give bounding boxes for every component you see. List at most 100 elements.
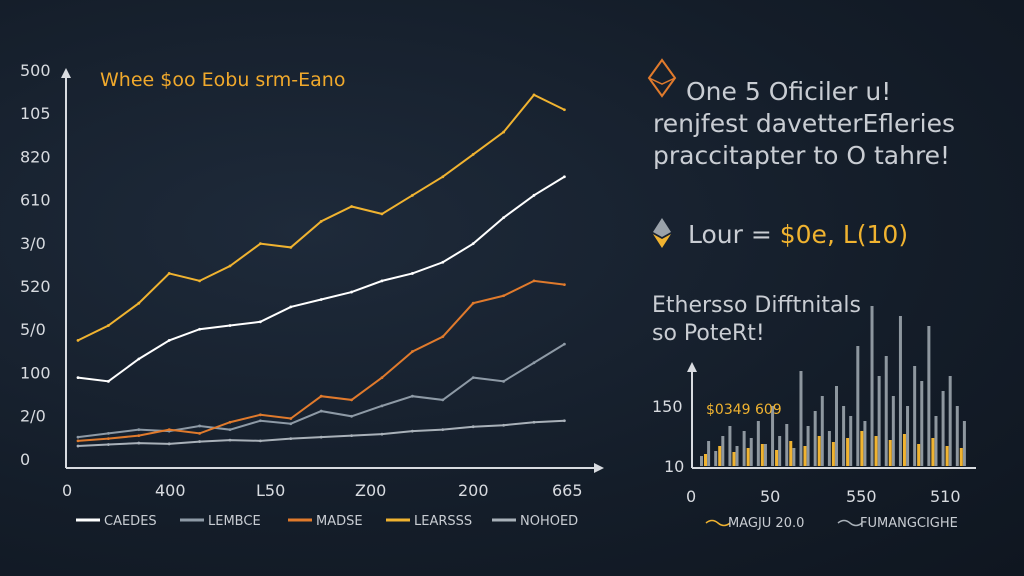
y-tick-label: 520	[20, 277, 51, 296]
data-point	[167, 428, 171, 432]
data-point	[198, 440, 202, 443]
bar-grey	[913, 366, 917, 466]
bar-x-tick-labels: 0 50 550 510	[686, 487, 961, 506]
bar-grey	[934, 416, 938, 466]
data-point	[380, 212, 384, 216]
bar-grey	[806, 426, 810, 466]
data-point	[76, 376, 80, 379]
bar-grey	[884, 356, 888, 466]
price-row: Lour = $0e, L(10)	[688, 219, 908, 251]
price-value: $0e, L(10)	[779, 220, 909, 249]
series-line-madse	[77, 279, 565, 442]
info-line-2: renjfest davetterEfleries	[653, 109, 956, 138]
bar-yellow	[817, 436, 821, 466]
data-point	[319, 409, 323, 413]
x-tick-label: 665	[552, 481, 583, 500]
data-point	[76, 439, 80, 443]
bar-grey	[856, 346, 860, 466]
bar-yellow	[746, 448, 750, 466]
legend: CAEDES LEMBCE MADSE LEARSSS NOHOED	[76, 514, 578, 529]
bar-grey	[920, 381, 924, 466]
data-point	[228, 264, 232, 268]
info-panel-body: renjfest davetterEfleries praccitapter t…	[653, 108, 955, 172]
data-point	[350, 414, 353, 418]
legend-label: LEMBCE	[208, 514, 261, 529]
data-point	[441, 260, 445, 264]
data-point	[107, 432, 110, 435]
legend-label: CAEDES	[104, 514, 157, 529]
bar-y-tick-1: 150	[652, 397, 683, 416]
data-point	[471, 376, 475, 379]
y-tick-label: 105	[20, 104, 51, 123]
data-point	[471, 425, 475, 429]
data-point	[289, 417, 293, 420]
bar-title-line-1: Ethersso Difftnitals	[652, 293, 861, 318]
data-point	[137, 441, 141, 445]
bar-x-tick-label: 510	[930, 487, 961, 506]
data-point	[289, 305, 293, 309]
bar-grey	[962, 421, 966, 466]
data-point	[350, 205, 353, 208]
data-point	[411, 193, 414, 197]
bar-legend-label: FUMANGCIGHE	[860, 516, 958, 531]
bar-grey	[827, 431, 831, 466]
bar-yellow	[775, 450, 779, 466]
bar-grey	[763, 444, 767, 466]
bar-grey	[906, 406, 910, 466]
x-tick-label: 200	[458, 481, 489, 500]
bar-grey	[700, 456, 703, 466]
series-line-caedes	[77, 175, 565, 383]
bar-grey	[735, 446, 739, 466]
bar-yellow	[945, 446, 949, 466]
y-tick-labels: 500 105 820 610 3/0 520 5/0 100 2/0 0	[20, 61, 51, 469]
bar-grey	[778, 436, 782, 466]
bar-grey	[877, 376, 881, 466]
data-point	[411, 429, 414, 433]
data-point	[563, 419, 566, 423]
data-point	[380, 279, 384, 283]
x-tick-label: 0	[62, 481, 72, 500]
data-point	[167, 272, 171, 275]
data-point	[471, 301, 475, 305]
data-point	[441, 428, 445, 432]
data-point	[502, 216, 505, 220]
bar-grey	[820, 396, 824, 466]
data-point	[137, 301, 141, 305]
x-tick-labels: 0 400 L50 Z00 200 665	[62, 481, 583, 500]
bar-layer	[700, 306, 966, 466]
bar-grey	[785, 424, 789, 466]
data-point	[532, 93, 536, 97]
bar-yellow	[803, 446, 807, 466]
data-point	[502, 423, 505, 427]
data-point	[319, 298, 323, 301]
y-tick-label: 0	[20, 450, 30, 469]
data-point	[289, 437, 293, 441]
bar-title-line-2: so PoteRt!	[652, 321, 765, 346]
data-point	[532, 279, 536, 283]
x-tick-label: L50	[256, 481, 285, 500]
bar-chart-title: Ethersso Difftnitals so PoteRt!	[652, 292, 861, 348]
bar-x-tick-label: 50	[760, 487, 780, 506]
bar-yellow	[874, 436, 878, 466]
data-point	[259, 242, 262, 246]
x-tick-label: Z00	[355, 481, 386, 500]
price-label: Lour =	[688, 220, 780, 249]
data-point	[502, 379, 505, 383]
y-axis-arrow-icon	[61, 68, 71, 78]
data-point	[289, 422, 293, 426]
bar-grey	[842, 406, 846, 466]
bar-grey	[771, 406, 775, 466]
data-point	[563, 108, 566, 112]
data-point	[228, 420, 232, 424]
data-point	[289, 246, 293, 249]
data-point	[198, 279, 202, 283]
data-point	[411, 350, 414, 353]
data-point	[563, 342, 566, 346]
data-point	[532, 361, 536, 365]
bar-yellow	[959, 448, 963, 466]
data-point	[563, 283, 566, 286]
data-point	[441, 335, 445, 339]
bar-legend-label: MAGJU 20.0	[728, 516, 804, 531]
bar-legend-swatch	[705, 519, 731, 527]
